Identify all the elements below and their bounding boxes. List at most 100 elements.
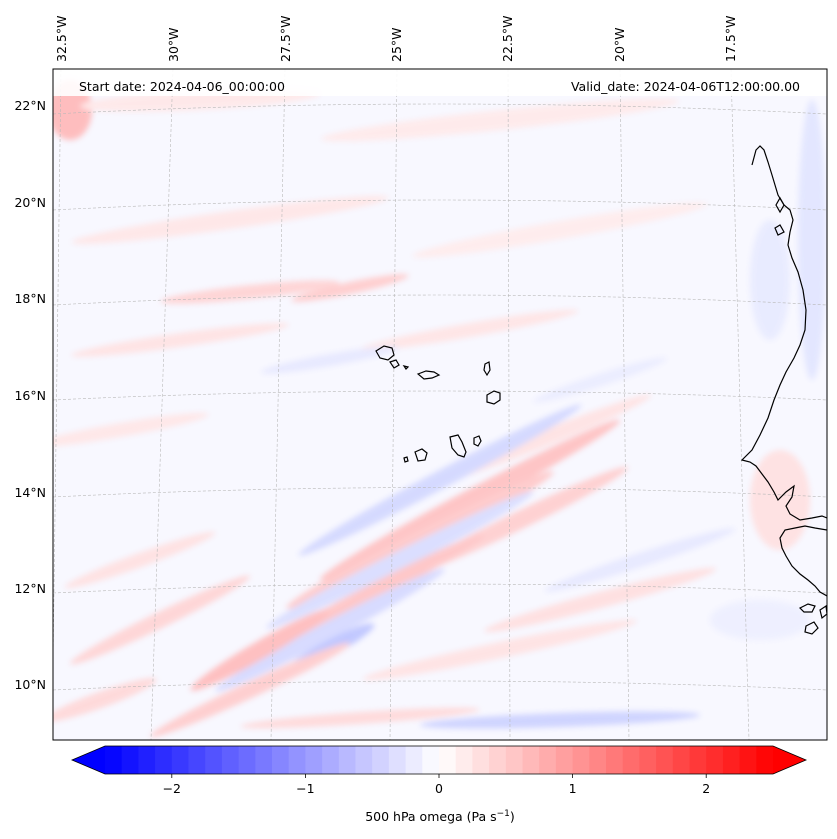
colorbar-segment (522, 746, 540, 774)
omega-blob (320, 98, 680, 142)
colorbar-ticks: −2 −1 0 1 2 (163, 774, 710, 796)
gridline-lat-12 (53, 583, 827, 594)
colorbar-extend-min (72, 746, 105, 774)
colorbar-extend-max (773, 746, 806, 774)
omega-blob (298, 404, 582, 556)
lon-label-17.5W: 17.5°W (723, 16, 738, 62)
omega-blob (750, 450, 810, 550)
colorbar: −2 −1 0 1 2 500 hPa omega (Pa s−1) (70, 745, 808, 824)
colorbar-segment (405, 746, 423, 774)
island-santa-luzia (402, 365, 410, 370)
gridline-lon-30 (150, 69, 174, 740)
omega-blob (261, 346, 399, 374)
lat-label-10N: 10°N (14, 677, 46, 692)
omega-blob (70, 575, 250, 665)
colorbar-segment (372, 746, 390, 774)
lat-label-22N: 22°N (14, 98, 46, 113)
colorbar-segment (505, 746, 523, 774)
map-panel: Start date: 2024-04-06_00:00:00 Valid_da… (52, 68, 828, 741)
coastline-guinea (779, 525, 827, 597)
omega-blob (361, 309, 579, 351)
colorbar-segment (138, 746, 156, 774)
lat-label-20N: 20°N (14, 195, 46, 210)
colorbar-segment (455, 746, 473, 774)
colorbar-tick-label: −1 (296, 781, 314, 796)
omega-blob (798, 100, 826, 380)
colorbar-segment (555, 746, 574, 774)
colorbar-segment (121, 746, 139, 774)
map-background (53, 69, 827, 740)
colorbar-segment (238, 746, 256, 774)
latitude-labels: 22°N 20°N 18°N 16°N 14°N 12°N 10°N (14, 98, 46, 692)
colorbar-segment (472, 746, 490, 774)
coastline-bissau-islands (798, 603, 827, 635)
omega-blob (53, 412, 209, 448)
colorbar-tick-label: 1 (569, 781, 577, 796)
omega-blob (64, 531, 216, 589)
omega-blob (266, 491, 534, 629)
colorbar-segment (322, 746, 340, 774)
gridline-lat-18 (53, 294, 827, 306)
lon-label-25W: 25°W (389, 27, 404, 62)
omega-blob (240, 707, 480, 729)
gridline-lon-22.5 (507, 69, 511, 740)
omega-blob (544, 528, 736, 592)
colorbar-segment (639, 746, 657, 774)
valid-date-label: Valid_date: 2024-04-06T12:00:00.00 (571, 79, 800, 94)
island-fogo (414, 448, 428, 462)
island-sao-nicolau (416, 370, 441, 380)
lon-label-30W: 30°W (166, 27, 181, 62)
colorbar-segment (756, 746, 774, 774)
island-brava (403, 456, 409, 463)
colorbar-segment (672, 746, 690, 774)
colorbar-segment (589, 746, 607, 774)
lon-label-22.5W: 22.5°W (500, 16, 515, 62)
colorbar-segment (422, 746, 440, 774)
island-santiago (449, 434, 467, 458)
colorbar-segment (272, 746, 290, 774)
omega-blob (71, 323, 289, 357)
gridline-lon-27.5 (270, 69, 286, 740)
gridline-lat-20 (53, 199, 827, 211)
omega-blob (484, 567, 716, 633)
lon-label-20W: 20°W (612, 27, 627, 62)
colorbar-tick-label: −2 (163, 781, 181, 796)
omega-blob (750, 220, 790, 340)
graticule (53, 69, 827, 740)
gridline-lat-16 (53, 390, 827, 401)
lon-label-32.5W: 32.5°W (54, 16, 69, 62)
colorbar-segment (221, 746, 240, 774)
island-maio (473, 435, 482, 447)
island-santo-antao (375, 345, 395, 361)
omega-blob (150, 642, 350, 738)
colorbar-segment (171, 746, 189, 774)
start-date-label: Start date: 2024-04-06_00:00:00 (79, 79, 285, 94)
colorbar-segment (656, 746, 674, 774)
omega-blob (319, 419, 621, 581)
omega-blob (420, 711, 700, 729)
omega-field (53, 69, 827, 740)
gridline-lon-17.5 (730, 69, 750, 740)
lat-label-18N: 18°N (14, 291, 46, 306)
lat-label-12N: 12°N (14, 581, 46, 596)
omega-blob (533, 357, 667, 403)
gridline-lon-32.5 (53, 69, 62, 688)
longitude-labels: 32.5°W 30°W 27.5°W 25°W 22.5°W 20°W 17.5… (54, 16, 738, 62)
omega-blob (291, 274, 409, 302)
colorbar-segment (489, 746, 507, 774)
omega-blob (363, 619, 637, 681)
colorbar-segment (706, 746, 724, 774)
colorbar-segment (622, 746, 640, 774)
gridline-lat-10 (53, 680, 827, 691)
lon-label-27.5W: 27.5°W (278, 16, 293, 62)
colorbar-segment (305, 746, 323, 774)
colorbar-tick-label: 0 (435, 781, 443, 796)
colorbar-segment (689, 746, 707, 774)
colorbar-segment (572, 746, 590, 774)
omega-blob (53, 678, 157, 722)
gridline-lat-22 (53, 103, 827, 115)
colorbar-segment (439, 746, 457, 774)
omega-blob (710, 600, 810, 640)
gridline-lon-25 (389, 69, 398, 740)
